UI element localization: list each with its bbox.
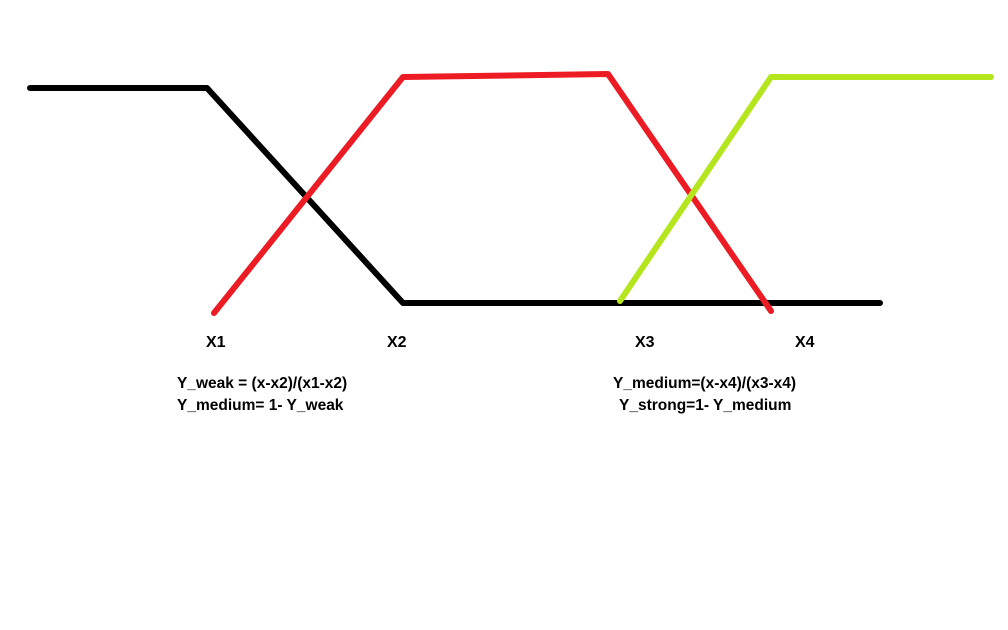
weak-membership-line bbox=[27, 85, 883, 306]
strong-membership-line bbox=[617, 74, 994, 304]
weak-formula: Y_weak = (x-x2)/(x1-x2) bbox=[177, 375, 348, 392]
x2-label: X2 bbox=[387, 334, 407, 351]
medium-complement-formula: Y_medium= 1- Y_weak bbox=[177, 397, 344, 414]
x3-label: X3 bbox=[635, 334, 655, 351]
x1-label: X1 bbox=[206, 334, 226, 351]
medium-membership-line bbox=[211, 71, 774, 316]
x4-label: X4 bbox=[795, 334, 815, 351]
strong-complement-formula: Y_strong=1- Y_medium bbox=[619, 397, 792, 414]
medium-formula: Y_medium=(x-x4)/(x3-x4) bbox=[613, 375, 797, 392]
